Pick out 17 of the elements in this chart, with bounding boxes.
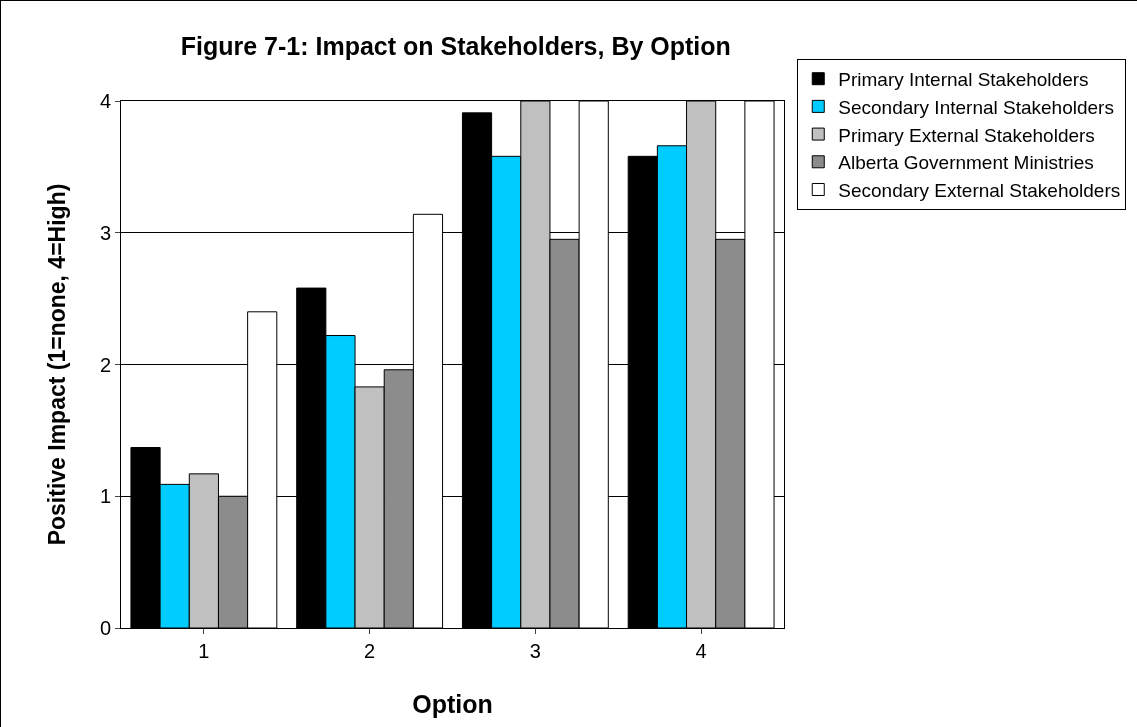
legend-label: Secondary Internal Stakeholders — [838, 96, 1114, 118]
y-tick-label: 0 — [99, 617, 111, 639]
y-tick-label: 2 — [99, 353, 111, 376]
y-tick-label: 1 — [99, 485, 111, 508]
x-tick-label: 2 — [364, 640, 376, 662]
legend-label: Primary Internal Stakeholders — [838, 69, 1089, 91]
y-tick-label: 3 — [99, 221, 111, 244]
chart-title: Figure 7-1: Impact on Stakeholders, By Option — [180, 31, 731, 60]
x-tick-label: 1 — [198, 640, 210, 662]
legend-label: Alberta Government Ministries — [838, 152, 1094, 174]
legend-label: Primary External Stakeholders — [838, 124, 1095, 146]
legend-label: Secondary External Stakeholders — [838, 179, 1121, 201]
x-tick-label: 4 — [695, 640, 707, 662]
y-tick-label: 4 — [99, 90, 111, 112]
y-axis-title: Positive Impact (1=none, 4=High) — [44, 183, 70, 546]
x-axis-title: Option — [412, 690, 493, 718]
x-tick-label: 3 — [529, 640, 541, 662]
